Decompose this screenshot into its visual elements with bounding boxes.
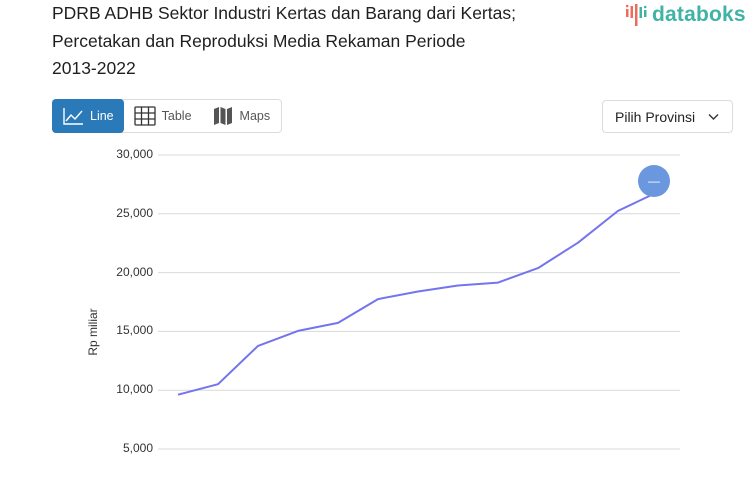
- y-tick-label: 5,000: [122, 441, 153, 455]
- gridlines: [158, 154, 680, 450]
- y-tick-label: 30,000: [116, 147, 153, 161]
- line-chart-icon: [63, 107, 83, 125]
- tab-line-label: Line: [90, 108, 114, 123]
- map-icon: [213, 107, 232, 125]
- province-dropdown-label: Pilih Provinsi: [615, 108, 696, 125]
- highlight-marker[interactable]: —: [638, 165, 670, 197]
- tab-maps-label: Maps: [239, 109, 271, 123]
- table-grid-icon: [133, 106, 156, 126]
- province-dropdown[interactable]: Pilih Provinsi: [602, 100, 733, 133]
- chevron-down-icon: [708, 114, 719, 120]
- y-tick-label: 20,000: [116, 264, 153, 279]
- marker-glyph: —: [648, 174, 660, 188]
- view-tabs: Line Table Maps: [52, 98, 282, 133]
- databoks-logo[interactable]: databoks: [625, 3, 746, 27]
- y-tick-label: 15,000: [116, 323, 153, 338]
- title-line-1: PDRB ADHB Sektor Industri Kertas dan Bar…: [52, 3, 516, 23]
- tab-table-label: Table: [161, 109, 192, 123]
- title-line-3: 2013-2022: [52, 58, 136, 78]
- y-tick-label: 25,000: [116, 205, 153, 220]
- data-line: [177, 190, 659, 396]
- logo-text: databoks: [652, 3, 746, 26]
- chart-title: PDRB ADHB Sektor Industri Kertas dan Bar…: [52, 0, 592, 83]
- tab-table[interactable]: Table: [124, 99, 202, 133]
- y-tick-label: 10,000: [116, 382, 153, 397]
- tab-maps[interactable]: Maps: [202, 99, 281, 133]
- databoks-bars-icon: [625, 4, 647, 26]
- tab-line[interactable]: Line: [52, 98, 124, 133]
- title-line-2: Percetakan dan Reproduksi Media Rekaman …: [52, 30, 466, 51]
